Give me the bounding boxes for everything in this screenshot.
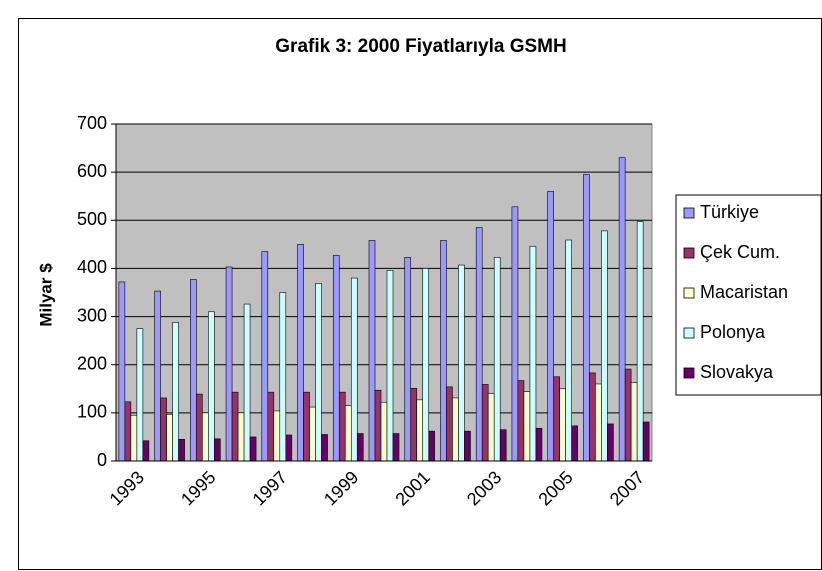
legend-label: Polonya (700, 322, 766, 342)
bar (642, 421, 650, 462)
bar (303, 391, 310, 462)
bar (321, 434, 328, 462)
bar (404, 257, 412, 462)
legend-label: Çek Cum. (700, 242, 780, 262)
bar (571, 425, 578, 462)
bar (559, 388, 566, 462)
bar (350, 277, 358, 462)
y-tick-label: 0 (97, 450, 107, 470)
bar (565, 239, 572, 462)
bar (452, 397, 459, 462)
legend-swatch (683, 247, 695, 259)
bar (416, 399, 424, 462)
bar (178, 439, 185, 462)
bar (487, 393, 495, 462)
bar (136, 328, 144, 462)
bar (130, 414, 138, 462)
bar (422, 268, 430, 462)
y-tick-label: 400 (77, 257, 107, 277)
legend-swatch (683, 327, 695, 339)
bar (190, 279, 197, 462)
bar (458, 264, 465, 462)
bar (607, 423, 614, 462)
bar (493, 257, 501, 462)
bar (583, 174, 590, 462)
bar (196, 393, 203, 462)
bar (273, 410, 281, 462)
bar (279, 292, 287, 462)
bar (124, 401, 132, 462)
bar (547, 191, 554, 462)
bar (231, 391, 239, 462)
bar (499, 429, 507, 462)
legend-box (675, 194, 822, 396)
legend-label: Slovakya (700, 362, 774, 382)
bar (261, 251, 269, 462)
bar (380, 401, 388, 462)
bar (464, 430, 471, 462)
bar (481, 384, 489, 462)
bar (297, 244, 304, 462)
bar (160, 397, 167, 462)
chart-title: Grafik 3: 2000 Fiyatlarıyla GSMH (275, 36, 566, 57)
bar (636, 221, 644, 462)
bar (172, 322, 179, 462)
bar (535, 427, 543, 462)
bar (285, 434, 293, 462)
bar (118, 281, 126, 462)
y-tick-label: 300 (77, 305, 107, 325)
bar (368, 240, 376, 462)
bar (386, 270, 394, 462)
bar (208, 311, 215, 462)
bar (601, 230, 608, 462)
bar (630, 382, 638, 462)
bar (440, 240, 447, 462)
bar (225, 266, 233, 462)
bar (249, 436, 257, 462)
legend-swatch (683, 367, 695, 379)
bar (475, 227, 483, 462)
bar (214, 438, 221, 462)
bar (154, 290, 161, 462)
bar (356, 433, 364, 462)
y-tick-label: 100 (77, 402, 107, 422)
bar (446, 386, 453, 462)
legend-swatch (683, 287, 695, 299)
bar (618, 157, 626, 462)
bar (267, 391, 275, 462)
y-tick-label: 200 (77, 353, 107, 373)
bar (309, 406, 316, 462)
bar (315, 283, 322, 462)
bar (523, 391, 531, 462)
bar (392, 433, 400, 462)
bar (166, 414, 173, 462)
bar (517, 380, 525, 462)
bar (595, 383, 602, 462)
bar (589, 372, 596, 462)
y-tick-label: 600 (77, 161, 107, 181)
bar (624, 368, 632, 462)
bar (338, 391, 346, 462)
legend-swatch (683, 207, 695, 219)
bar (511, 206, 519, 462)
bar (142, 440, 150, 462)
bar (553, 376, 560, 462)
y-axis-label: Milyar $ (36, 263, 55, 327)
bar (410, 388, 418, 462)
bar (428, 430, 436, 462)
bar (374, 389, 382, 462)
bar (243, 303, 251, 462)
legend-label: Türkiye (700, 202, 759, 222)
y-tick-label: 500 (77, 209, 107, 229)
legend-label: Macaristan (700, 282, 788, 302)
bar (529, 245, 537, 462)
y-tick-label: 700 (77, 113, 107, 133)
bar (344, 405, 352, 462)
bar (202, 412, 209, 462)
bar (332, 255, 340, 462)
bar (237, 412, 245, 462)
